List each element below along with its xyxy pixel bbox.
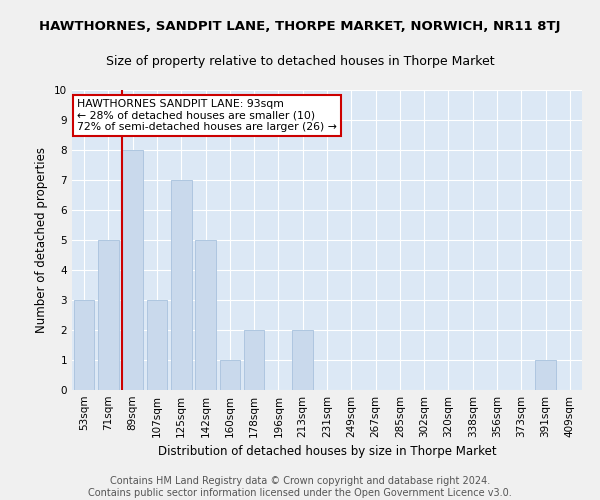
Text: Contains HM Land Registry data © Crown copyright and database right 2024.
Contai: Contains HM Land Registry data © Crown c… bbox=[88, 476, 512, 498]
X-axis label: Distribution of detached houses by size in Thorpe Market: Distribution of detached houses by size … bbox=[158, 446, 496, 458]
Bar bbox=[535, 360, 556, 390]
Bar bbox=[292, 330, 313, 390]
Bar bbox=[98, 240, 119, 390]
Bar bbox=[146, 300, 167, 390]
Bar bbox=[122, 150, 143, 390]
Bar bbox=[195, 240, 216, 390]
Text: HAWTHORNES SANDPIT LANE: 93sqm
← 28% of detached houses are smaller (10)
72% of : HAWTHORNES SANDPIT LANE: 93sqm ← 28% of … bbox=[77, 99, 337, 132]
Y-axis label: Number of detached properties: Number of detached properties bbox=[35, 147, 49, 333]
Bar bbox=[220, 360, 240, 390]
Text: Size of property relative to detached houses in Thorpe Market: Size of property relative to detached ho… bbox=[106, 55, 494, 68]
Bar bbox=[171, 180, 191, 390]
Bar bbox=[74, 300, 94, 390]
Bar bbox=[244, 330, 265, 390]
Text: HAWTHORNES, SANDPIT LANE, THORPE MARKET, NORWICH, NR11 8TJ: HAWTHORNES, SANDPIT LANE, THORPE MARKET,… bbox=[39, 20, 561, 33]
